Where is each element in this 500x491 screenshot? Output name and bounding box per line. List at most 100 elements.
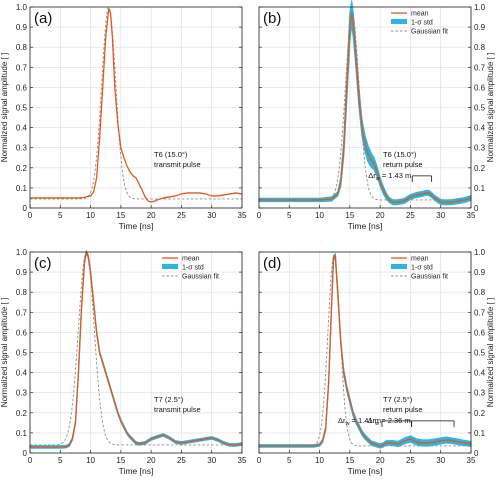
mean-line xyxy=(30,8,243,203)
grid xyxy=(258,6,472,209)
ticks: 0 5 10 15 20 25 30 3500.10.20.30.40.50.60.70.80… xyxy=(257,3,486,220)
x-axis-label: Time [ns] xyxy=(348,221,383,231)
y-tick-label: 0.8 xyxy=(16,288,28,297)
y-tick-label: 0 xyxy=(474,204,479,213)
x-tick-label: 25 xyxy=(177,211,186,220)
gaussian-fit-line xyxy=(259,14,471,201)
panel-d: 0 5 10 15 20 25 30 3500.10.20.30.40.50.60.70.80… xyxy=(257,248,495,476)
y-tick-label: 1.0 xyxy=(16,3,28,12)
x-tick-label: 35 xyxy=(467,456,476,465)
panel-label: (a) xyxy=(34,10,52,27)
x-tick-label: 20 xyxy=(147,456,156,465)
y-tick-label: 0.9 xyxy=(16,268,28,277)
x-axis-label: Time [ns] xyxy=(119,466,154,476)
legend-label: Gaussian fit xyxy=(411,29,448,36)
y-tick-label: 0.5 xyxy=(474,104,486,113)
measurement-label: Δrw = 1.41 m xyxy=(338,416,381,427)
gaussian-fit-line xyxy=(30,6,242,200)
x-tick-label: 5 xyxy=(287,456,292,465)
y-tick-label: 0.4 xyxy=(16,369,28,378)
annotation-line: T6 (15.0°) xyxy=(154,150,188,159)
x-tick-label: 35 xyxy=(238,211,247,220)
y-tick-label: 0.9 xyxy=(474,268,486,277)
y-tick-label: 0.5 xyxy=(16,104,28,113)
y-tick-label: 0.2 xyxy=(16,164,28,173)
x-tick-label: 35 xyxy=(467,211,476,220)
y-axis-label: Normalized signal amplitude [ ] xyxy=(0,53,9,162)
gaussian-fit-line xyxy=(259,254,471,447)
x-tick-label: 0 xyxy=(257,456,262,465)
y-tick-label: 0.6 xyxy=(16,328,28,337)
y-tick-label: 0.7 xyxy=(474,63,486,72)
y-tick-label: 1.0 xyxy=(16,248,28,257)
x-axis-label: Time [ns] xyxy=(348,466,383,476)
legend-label: mean xyxy=(411,256,429,263)
x-tick-label: 30 xyxy=(436,456,445,465)
annotation: T6 (15.0°)return pulse xyxy=(383,150,423,169)
legend-label: mean xyxy=(182,256,200,263)
y-tick-label: 0.2 xyxy=(16,409,28,418)
mean-line xyxy=(30,251,243,448)
y-tick-label: 0.3 xyxy=(16,389,28,398)
annotation-line: T6 (15.0°) xyxy=(383,150,417,159)
x-tick-label: 0 xyxy=(257,211,262,220)
x-tick-label: 5 xyxy=(287,211,292,220)
x-tick-label: 30 xyxy=(436,211,445,220)
y-tick-label: 0.4 xyxy=(474,124,486,133)
annotation-line: return pulse xyxy=(383,160,423,169)
panel-c: 0 5 10 15 20 25 30 35 0 0.1 0.2 0.3 0.4 0.5 0.6 0.7 0.8 0… xyxy=(0,248,247,476)
legend: mean 1-σ std Gaussian fit xyxy=(391,11,448,36)
y-tick-label: 0.6 xyxy=(474,83,486,92)
measurement-label: Δrw = 2.36 m xyxy=(368,416,411,427)
y-tick-label: 1.0 xyxy=(474,248,486,257)
legend-label: 1-σ std xyxy=(182,265,204,272)
ticks: 0 5 10 15 20 25 30 3500.10.20.30.40.50.60.70.80… xyxy=(16,248,247,465)
grid xyxy=(29,251,243,454)
x-tick-label: 20 xyxy=(376,456,385,465)
y-tick-label: 0.4 xyxy=(16,124,28,133)
x-tick-label: 30 xyxy=(207,456,216,465)
x-tick-label: 25 xyxy=(406,456,415,465)
legend-swatch-std xyxy=(391,19,407,24)
y-tick-label: 0.5 xyxy=(474,349,486,358)
x-tick-label: 0 xyxy=(28,211,33,220)
x-tick-label: 20 xyxy=(376,211,385,220)
panel-a: 0 5 10 15 20 25 30 35 0 0.1 0.2 0.3 0.4 0.5 0.6 0.7 0.8 0… xyxy=(0,3,247,231)
x-tick-label: 10 xyxy=(86,456,95,465)
x-tick-label: 20 xyxy=(147,211,156,220)
panel-b: 0 5 10 15 20 25 30 3500.10.20.30.40.50.60.70.80… xyxy=(257,0,495,231)
measurement-label: Δrw = 1.43 m xyxy=(368,171,411,182)
y-tick-label: 0.2 xyxy=(474,164,486,173)
y-tick-label: 0.6 xyxy=(16,83,28,92)
x-tick-label: 5 xyxy=(58,211,63,220)
annotation-line: transmit pulse xyxy=(154,405,201,414)
y-tick-label: 0.5 xyxy=(16,349,28,358)
x-tick-label: 25 xyxy=(406,211,415,220)
annotation-line: T7 (2.5°) xyxy=(154,395,184,404)
y-tick-label: 0.8 xyxy=(474,43,486,52)
x-tick-label: 30 xyxy=(207,211,216,220)
ticks: 0 5 10 15 20 25 30 3500.10.20.30.40.50.60.70.80… xyxy=(257,248,486,465)
legend-label: 1-σ std xyxy=(411,20,433,27)
y-axis-label: Normalized signal amplitude [ ] xyxy=(486,53,495,162)
y-tick-label: 1.0 xyxy=(474,3,486,12)
y-axis-label: Normalized signal amplitude [ ] xyxy=(486,298,495,407)
y-tick-label: 0.9 xyxy=(16,23,28,32)
y-tick-label: 0.1 xyxy=(474,429,486,438)
y-tick-label: 0 xyxy=(23,449,28,458)
gaussian-fit-line xyxy=(30,251,242,446)
y-tick-label: 0.2 xyxy=(474,409,486,418)
panel-label: (c) xyxy=(34,255,52,272)
legend: mean 1-σ std Gaussian fit xyxy=(162,256,219,281)
x-tick-label: 15 xyxy=(116,211,125,220)
y-tick-label: 0.1 xyxy=(16,429,28,438)
legend: mean 1-σ std Gaussian fit xyxy=(391,256,448,281)
y-tick-label: 0.1 xyxy=(16,184,28,193)
y-tick-label: 0.6 xyxy=(474,328,486,337)
x-tick-label: 5 xyxy=(58,456,63,465)
annotation-line: transmit pulse xyxy=(154,160,201,169)
ticks: 0 5 10 15 20 25 30 3500.10.20.30.40.50.60.70.80… xyxy=(16,3,247,220)
panel-label: (d) xyxy=(263,255,281,272)
y-tick-label: 0.7 xyxy=(474,308,486,317)
